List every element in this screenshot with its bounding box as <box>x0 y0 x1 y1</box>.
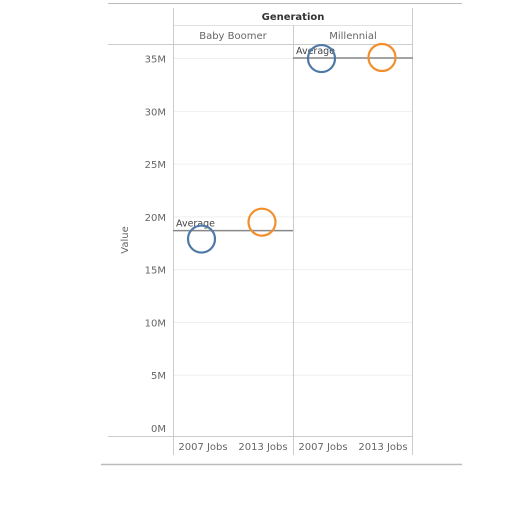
y-tick-label: 20M <box>145 213 166 224</box>
x-axis-labels: 2007 Jobs 2013 Jobs 2007 Jobs 2013 Jobs <box>178 442 407 453</box>
y-axis-title: Value <box>120 226 131 253</box>
data-point[interactable] <box>247 207 277 237</box>
average-label: Average <box>296 46 335 57</box>
y-tick-label: 0M <box>151 424 166 435</box>
x-tick-label: 2013 Jobs <box>238 442 287 453</box>
x-tick-label: 2007 Jobs <box>178 442 227 453</box>
panel-header-millennial: Millennial <box>329 31 376 42</box>
average-label: Average <box>176 219 215 230</box>
data-point[interactable] <box>186 224 217 254</box>
data-marks[interactable] <box>186 42 397 254</box>
data-point[interactable] <box>306 43 337 74</box>
column-header-title: Generation <box>262 12 325 23</box>
x-tick-label: 2007 Jobs <box>298 442 347 453</box>
gridlines <box>173 58 412 376</box>
data-point[interactable] <box>367 42 397 73</box>
y-tick-label: 35M <box>145 55 166 66</box>
panel-header-baby-boomer: Baby Boomer <box>199 31 267 42</box>
y-tick-label: 5M <box>151 371 166 382</box>
y-tick-label: 10M <box>145 318 166 329</box>
x-tick-label: 2013 Jobs <box>358 442 407 453</box>
y-tick-label: 30M <box>145 107 166 118</box>
y-axis: 0M 5M 10M 15M 20M 25M 30M 35M <box>145 55 166 435</box>
y-tick-label: 15M <box>145 266 166 277</box>
y-tick-label: 25M <box>145 160 166 171</box>
